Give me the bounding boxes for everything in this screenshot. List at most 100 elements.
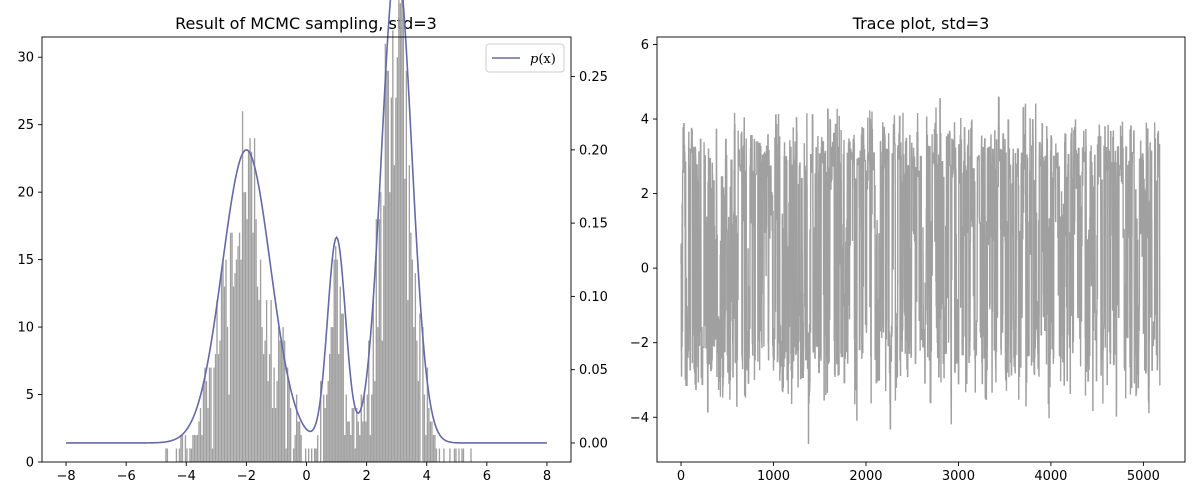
histogram-bar [259,259,262,462]
histogram-bar [219,340,221,462]
histogram-bar [201,435,203,462]
histogram-bar [249,138,251,462]
histogram-bar [332,327,334,462]
histogram-bar [438,448,441,462]
histogram-bar [419,313,421,462]
histogram-bar [214,354,217,462]
x-tick-label: 0 [677,469,685,484]
histogram-bar [416,340,418,462]
histogram-bar [181,435,184,462]
x-tick-label: 0 [302,469,310,484]
histogram-bar [426,367,429,462]
histogram-bar [253,138,256,462]
legend-box [485,43,565,73]
histogram-bar [286,367,289,462]
histogram-bar [408,165,411,463]
histogram-bar [359,435,361,462]
secondary-y-tick-label: 0.25 [579,70,608,85]
histogram-bar [165,448,167,462]
histogram-bar [195,435,197,462]
secondary-y-tick-label: 0.20 [579,143,608,158]
histogram-bar [354,448,356,462]
secondary-y-tick-label: 0.05 [579,363,608,378]
histogram-bar [297,421,299,462]
histogram-bar [365,421,367,462]
secondary-y-tick-label: 0.00 [579,436,608,451]
histogram-bar [213,367,215,462]
histogram-bar [345,394,347,462]
histogram-bar [198,421,200,462]
histogram-bar [405,70,408,462]
histogram-bar [431,421,433,462]
histogram-bar [305,448,307,462]
pdf-curve [66,0,547,444]
histogram-bar [317,435,319,462]
histogram-bar [190,448,193,462]
histogram-bar [256,286,259,462]
histogram-bar [222,259,224,462]
histogram-bar [234,273,236,462]
histogram-bar [192,435,194,462]
histogram-bar [392,30,394,462]
histogram-bar [229,232,232,462]
histogram-bar [375,219,377,462]
histogram-bar [387,70,389,462]
histogram-bar [276,381,278,462]
histogram-bar [264,340,266,462]
histogram-bar [211,448,214,462]
histogram-bar [422,327,424,462]
histogram-bar [414,273,417,462]
histogram-bar [353,408,355,462]
histogram-bar [458,448,460,462]
histogram-bar [404,178,406,463]
histogram-bar [423,394,426,462]
histogram-bar [189,448,191,462]
histogram-bar [186,448,188,462]
histogram-bar [378,219,380,462]
histogram-bar [461,448,463,462]
histogram-bar [277,327,280,462]
x-tick-label: 1000 [757,469,790,484]
left-secondary-y-axis: 0.00 0.05 0.10 0.15 0.20 0.25 [571,70,608,451]
histogram-bar [327,381,329,462]
histogram-bar [280,340,283,462]
x-tick-label: 4 [423,469,431,484]
histogram-bar [210,367,212,462]
histogram-bar [401,0,403,462]
histogram-bar [262,354,265,462]
x-tick-label: −8 [56,469,75,484]
histogram-bar [178,448,181,462]
histogram-bar [300,435,302,462]
histogram-bar [184,435,187,462]
histogram-bar [381,340,383,462]
histogram-bar [366,394,368,462]
histogram-bar [273,367,275,462]
histogram-bar [216,300,218,462]
histogram-bar [205,381,208,462]
histogram-bar [326,394,328,462]
y-tick-label: 30 [17,51,34,66]
histogram-bar [231,232,233,462]
histogram-bar [223,286,226,462]
histogram-bar [384,43,386,462]
histogram-bar [252,232,254,462]
histogram-bar [246,219,248,462]
histogram-bar [351,408,353,462]
histogram-bar [308,448,310,462]
histogram-bars [165,0,472,463]
histogram-bar [258,300,260,462]
histogram-bar [204,367,206,462]
x-tick-label: 3000 [942,469,975,484]
right-plot-frame [656,36,1186,463]
histogram-bar [232,286,235,462]
histogram-bar [193,435,196,462]
x-tick-label: −4 [177,469,196,484]
histogram-bar [320,381,322,462]
histogram-bar [243,192,245,462]
histogram-bar [455,448,457,462]
histogram-bar [411,259,414,462]
right-x-axis: 0 1000 2000 3000 4000 5000 [677,462,1160,484]
histogram-bar [350,435,352,462]
histogram-bar [323,394,325,462]
x-tick-label: 4000 [1034,469,1067,484]
